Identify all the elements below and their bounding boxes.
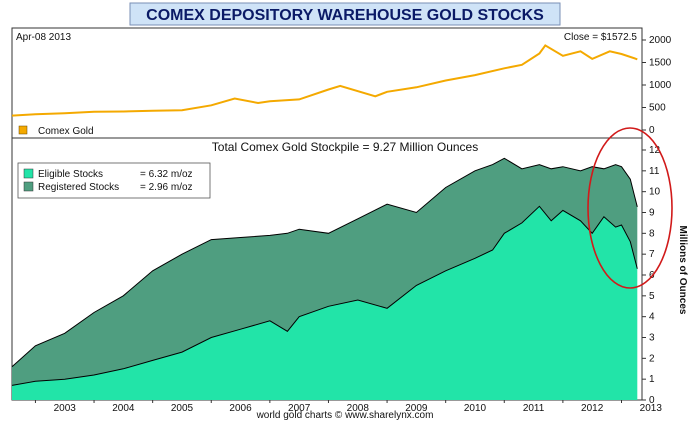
x-tick-label: 2006 bbox=[229, 403, 252, 414]
footer-credit: world gold charts © www.sharelynx.com bbox=[256, 410, 434, 421]
bottom-y-tick-label: 10 bbox=[649, 187, 661, 198]
bottom-y-tick-label: 12 bbox=[649, 145, 661, 156]
top-y-tick-label: 500 bbox=[649, 103, 666, 114]
eligible-legend-value: = 6.32 m/oz bbox=[140, 169, 193, 180]
bottom-y-tick-label: 5 bbox=[649, 291, 655, 302]
x-tick-label: 2009 bbox=[405, 403, 428, 414]
x-tick-label: 2003 bbox=[54, 403, 77, 414]
gold-price-panel: 0 500 1000 1500 2000 bbox=[11, 35, 672, 136]
bottom-y-tick-label: 1 bbox=[649, 374, 655, 385]
stocks-legend: Eligible Stocks = 6.32 m/oz Registered S… bbox=[17, 162, 211, 199]
y-axis-label: Millions of Ounces bbox=[677, 226, 688, 315]
annotation-circle bbox=[587, 127, 673, 289]
total-stocks-line bbox=[11, 157, 638, 368]
registered-legend-value: = 2.96 m/oz bbox=[140, 182, 193, 193]
x-tick-label: 2004 bbox=[112, 403, 135, 414]
x-tick-label: 2012 bbox=[581, 403, 604, 414]
x-tick-label: 2013 bbox=[640, 403, 663, 414]
bottom-y-tick-label: 7 bbox=[649, 249, 655, 260]
gold-price-line bbox=[11, 44, 638, 117]
registered-legend-label: Registered Stocks bbox=[38, 182, 119, 193]
stockpile-title: Total Comex Gold Stockpile = 9.27 Millio… bbox=[212, 140, 478, 154]
top-y-tick-label: 2000 bbox=[649, 35, 672, 46]
bottom-y-tick-label: 2 bbox=[649, 353, 655, 364]
top-y-tick-label: 1000 bbox=[649, 80, 672, 91]
eligible-stocks-line bbox=[11, 205, 638, 386]
gold-legend-label: Comex Gold bbox=[38, 126, 94, 137]
eligible-legend-swatch bbox=[23, 168, 34, 179]
bottom-y-tick-label: 9 bbox=[649, 208, 655, 219]
bottom-y-tick-label: 4 bbox=[649, 312, 655, 323]
gold-legend-swatch bbox=[18, 125, 28, 135]
date-label: Apr-08 2013 bbox=[16, 32, 71, 43]
title-bar bbox=[129, 2, 561, 26]
x-tick-label: 2005 bbox=[171, 403, 194, 414]
registered-stocks-area bbox=[12, 158, 638, 386]
top-y-tick-label: 0 bbox=[649, 125, 655, 136]
x-tick-label: 2010 bbox=[464, 403, 487, 414]
chart-title: COMEX DEPOSITORY WAREHOUSE GOLD STOCKS bbox=[146, 7, 544, 24]
registered-legend-swatch bbox=[23, 181, 34, 192]
x-tick-label: 2011 bbox=[523, 403, 545, 414]
bottom-y-tick-label: 11 bbox=[649, 166, 660, 177]
legend-box bbox=[17, 162, 211, 199]
bottom-y-tick-label: 0 bbox=[649, 395, 655, 406]
x-tick-label: 2008 bbox=[347, 403, 370, 414]
top-y-tick-label: 1500 bbox=[649, 58, 672, 69]
eligible-stocks-area bbox=[12, 206, 638, 400]
bottom-y-tick-label: 3 bbox=[649, 333, 655, 344]
eligible-legend-label: Eligible Stocks bbox=[38, 169, 103, 180]
close-label: Close = $1572.5 bbox=[564, 32, 638, 43]
bottom-y-tick-label: 8 bbox=[649, 228, 655, 239]
x-tick-label: 2007 bbox=[288, 403, 311, 414]
